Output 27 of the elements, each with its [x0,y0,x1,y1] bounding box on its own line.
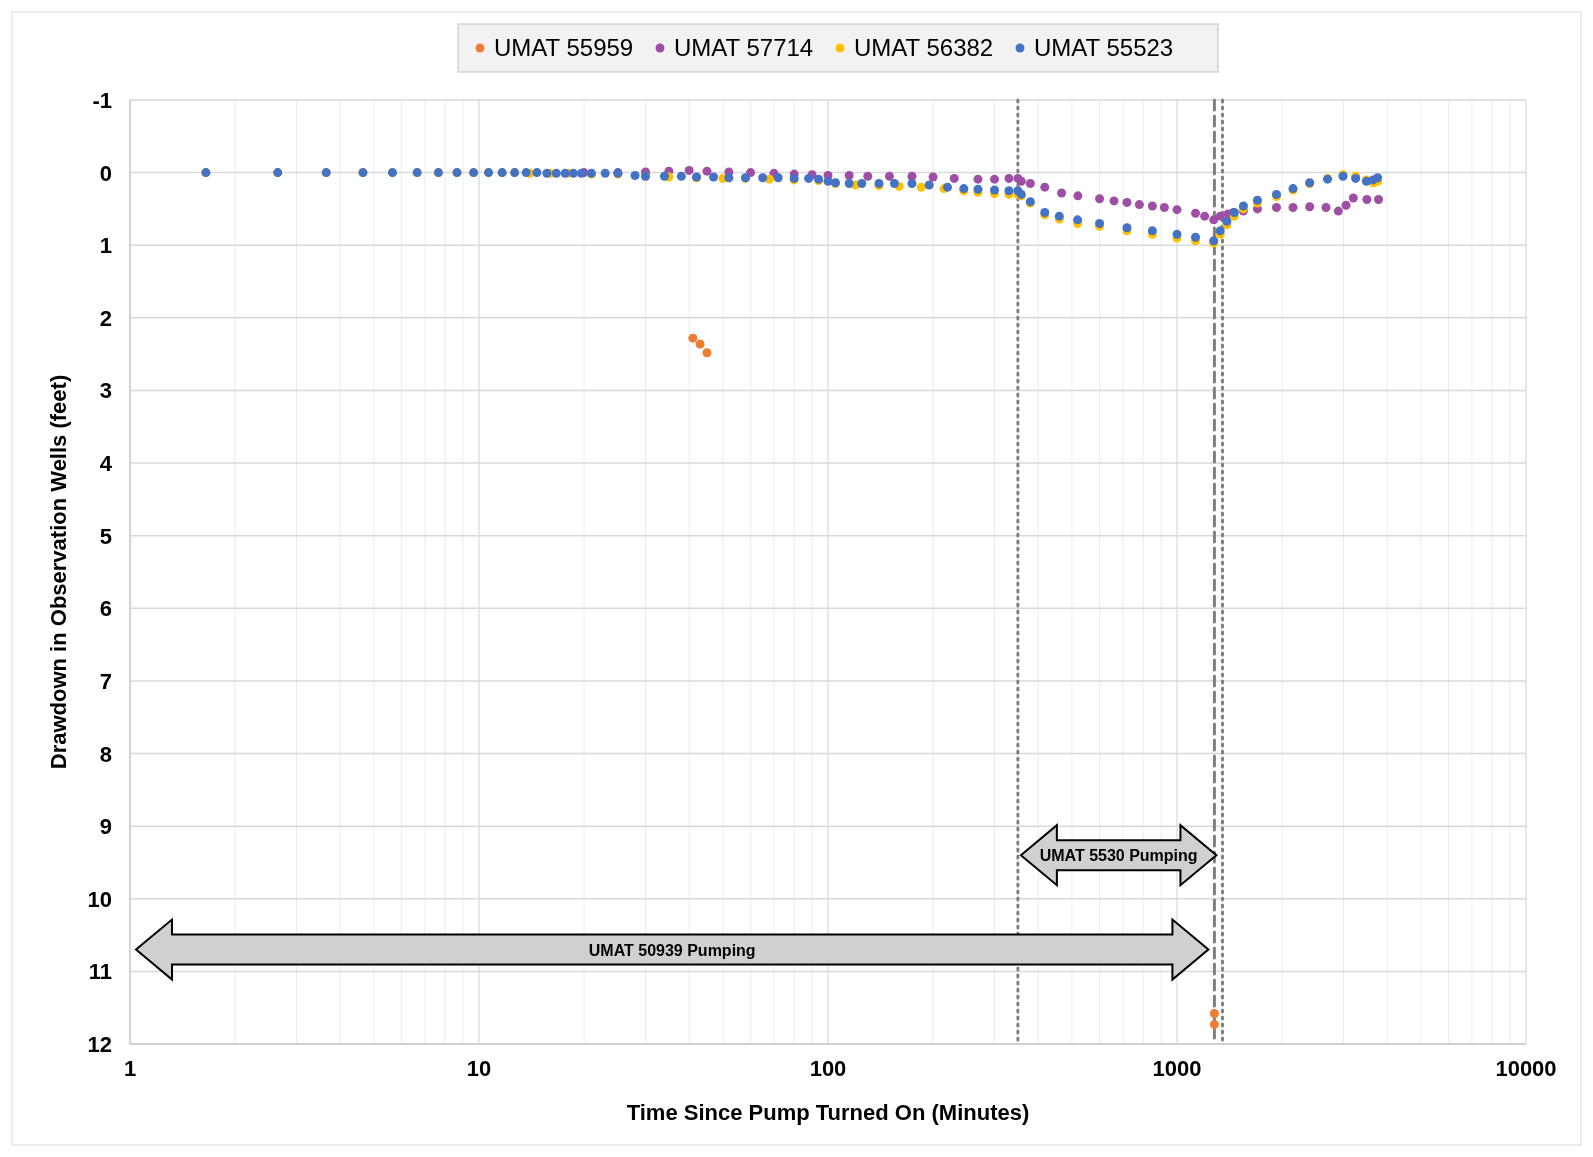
y-tick-label: 11 [88,959,112,985]
legend-label: UMAT 57714 [674,34,814,61]
y-axis-title: Drawdown in Observation Wells (feet) [46,374,71,770]
annotation: UMAT 50939 Pumping [588,941,756,959]
legend-label: UMAT 56382 [854,34,994,61]
y-tick-label: 7 [99,668,112,694]
y-tick-label: 8 [99,741,112,767]
y-tick-label: 3 [99,378,112,404]
y-tick-label: 0 [99,160,112,186]
y-tick-label: 10 [87,886,112,912]
y-tick-label: 9 [99,814,112,840]
y-tick-label: 2 [99,305,112,331]
x-tick-label: 10000 [1495,1056,1557,1081]
x-tick-label: 100 [809,1056,847,1081]
y-tick-label: 12 [87,1032,112,1057]
x-tick-label: 1 [123,1056,137,1081]
y-tick-label: 6 [99,596,112,622]
y-tick-label: -1 [92,88,112,113]
y-tick-label: 4 [99,451,113,477]
y-tick-label: 5 [99,523,112,549]
x-tick-label: 1000 [1152,1056,1202,1081]
legend-label: UMAT 55959 [494,34,634,61]
y-tick-label: 1 [99,233,112,259]
legend-label: UMAT 55523 [1034,34,1174,61]
x-axis-title: Time Since Pump Turned On (Minutes) [626,1100,1030,1125]
x-tick-label: 10 [466,1056,492,1081]
annotation: UMAT 5530 Pumping [1039,847,1198,865]
